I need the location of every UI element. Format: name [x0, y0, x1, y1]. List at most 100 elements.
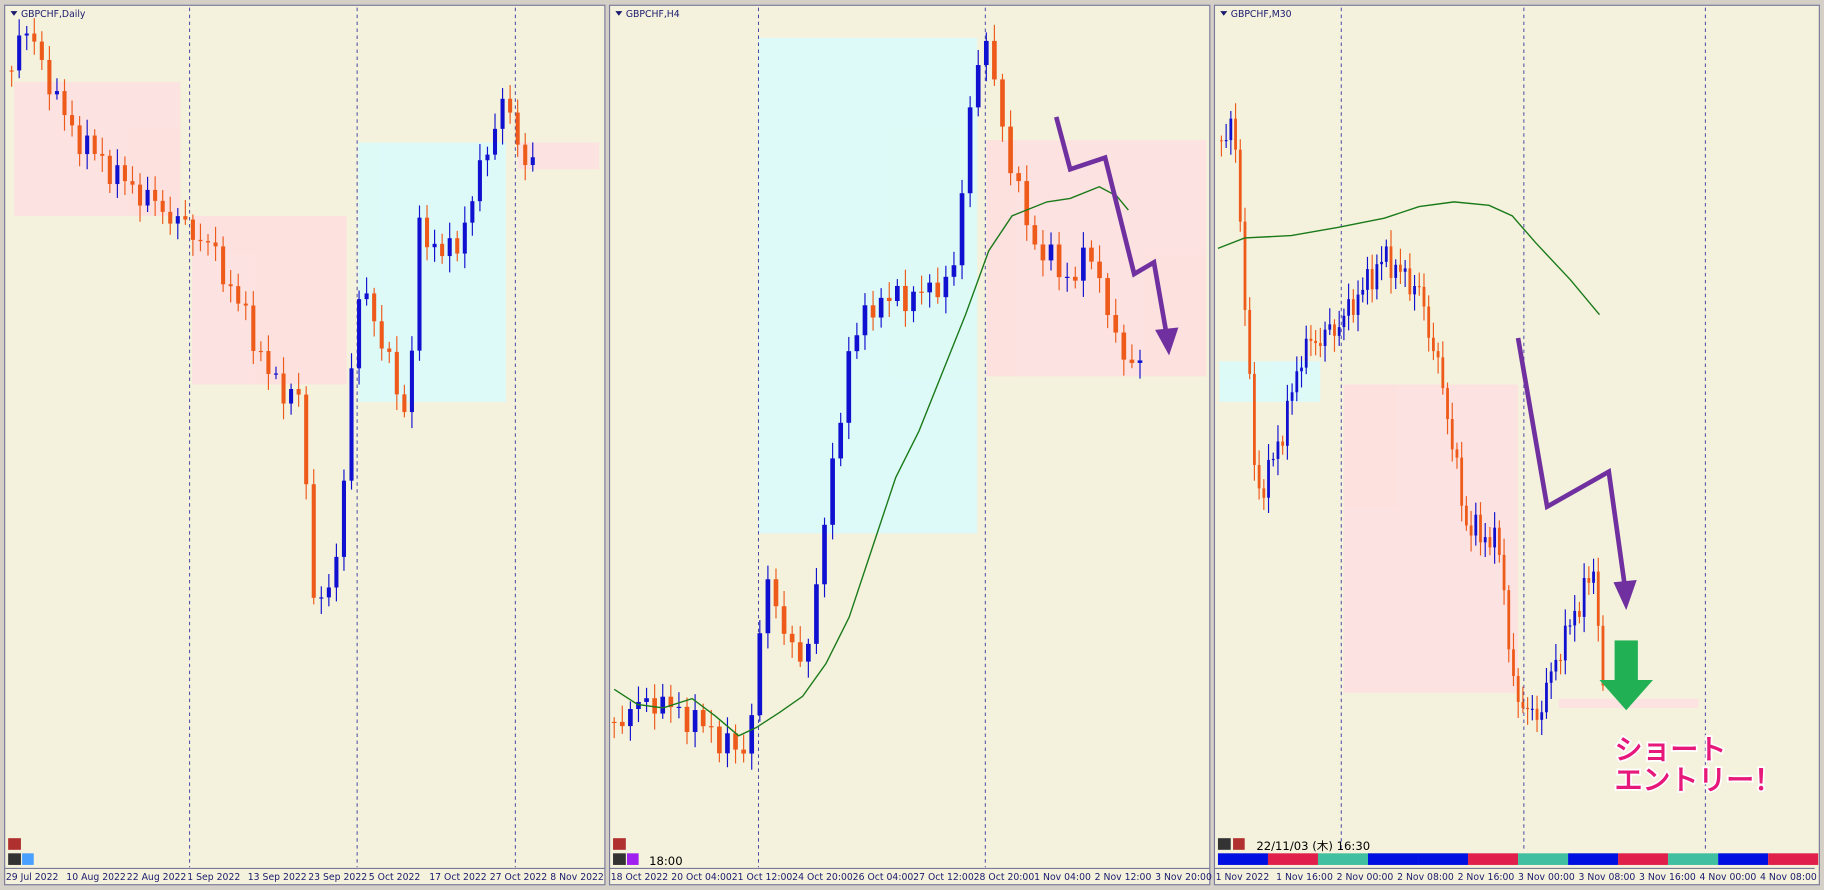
x-axis-label: 13 Sep 2022	[248, 872, 307, 883]
candle-body	[1521, 701, 1525, 708]
candle-body	[387, 348, 392, 352]
arrow	[1515, 337, 1628, 589]
candle-body	[1380, 261, 1383, 265]
candle-body	[684, 706, 690, 733]
candle-body	[153, 189, 158, 201]
candle-body	[1512, 649, 1515, 676]
candle-body	[870, 305, 876, 318]
candle-body	[1568, 625, 1572, 627]
x-axis-label: 29 Jul 2022	[6, 872, 59, 883]
arrow-head	[1613, 579, 1637, 611]
session-segment	[1468, 853, 1519, 865]
candle-body	[515, 112, 520, 145]
title-marker	[10, 11, 18, 16]
x-axis-label: 1 Nov 2022	[1216, 872, 1270, 883]
candle-body	[1450, 419, 1454, 450]
session-segment	[1368, 853, 1419, 865]
icon	[8, 838, 21, 850]
candle-body	[1384, 246, 1388, 262]
candle-body	[765, 579, 771, 634]
x-axis-label: 17 Oct 2022	[429, 872, 486, 883]
session-segment	[1217, 853, 1268, 865]
candle-body	[296, 389, 301, 395]
candle-body	[455, 238, 460, 254]
candle-body	[485, 154, 490, 161]
candle-body	[205, 241, 211, 243]
candle-body	[1540, 712, 1544, 720]
x-axis-label: 21 Oct 12:00	[732, 872, 793, 883]
candle-body	[668, 696, 674, 708]
x-axis-label: 5 Oct 2022	[369, 872, 421, 883]
session-segment	[1618, 853, 1669, 865]
candle-body	[175, 216, 180, 224]
candle-body	[1347, 299, 1351, 316]
candle-body	[1559, 659, 1562, 662]
title-marker	[1220, 11, 1228, 16]
candle-body	[1220, 140, 1223, 142]
candle-body	[733, 733, 738, 750]
session-bar	[1217, 853, 1819, 865]
trend-arrows	[1053, 116, 1637, 611]
session-segment	[1668, 853, 1719, 865]
x-axis-label: 3 Nov 08:00	[1579, 872, 1636, 883]
candle-body	[1081, 247, 1086, 281]
candle-body	[115, 165, 120, 185]
candle-body	[886, 297, 892, 302]
annotation-line: ショート	[1615, 733, 1727, 766]
candle-body	[1370, 269, 1374, 290]
chart-icons	[8, 838, 1245, 865]
candle-body	[919, 291, 924, 293]
candle-body	[636, 701, 641, 709]
candle-body	[1592, 571, 1595, 583]
candle-body	[1097, 261, 1102, 279]
candle-body	[1229, 118, 1233, 141]
x-axis-label: 3 Nov 20:00	[1155, 872, 1212, 883]
candle-body	[1497, 527, 1501, 555]
x-axis-label: 4 Nov 08:00	[1760, 872, 1817, 883]
candle-body	[854, 335, 860, 352]
candle-body	[1248, 309, 1252, 374]
candle-body	[1234, 118, 1237, 150]
candle-body	[1333, 324, 1336, 336]
zones	[13, 37, 1699, 708]
candle-body	[1446, 388, 1449, 420]
candle-body	[1413, 286, 1416, 295]
candle-body	[17, 35, 22, 71]
x-axis-label: 2 Nov 00:00	[1337, 872, 1394, 883]
candle-body	[1290, 392, 1294, 401]
candle-body	[846, 351, 852, 423]
candle-body	[440, 243, 445, 257]
x-axis-label: 27 Oct 2022	[490, 872, 547, 883]
candle-body	[92, 135, 97, 154]
candle-body	[1441, 357, 1445, 389]
candle-body	[1516, 675, 1520, 702]
candle-body	[372, 293, 377, 322]
candle-body	[1072, 276, 1078, 281]
candle-body	[903, 285, 908, 312]
candle-body	[1436, 351, 1440, 358]
candle-body	[9, 70, 14, 72]
x-axis-label: 20 Oct 04:00	[671, 872, 732, 883]
candle-body	[1024, 181, 1030, 226]
candle-body	[1366, 269, 1369, 290]
candle-body	[1253, 373, 1256, 466]
title-marker	[615, 11, 623, 16]
candle-body	[1417, 286, 1421, 288]
candle-body	[1314, 340, 1318, 344]
candle-body	[894, 285, 900, 302]
candle-body	[1113, 315, 1119, 333]
candle-body	[1064, 276, 1070, 278]
candle-body	[935, 282, 941, 298]
candle-body	[273, 373, 279, 375]
candle-body	[652, 698, 657, 714]
x-axis-label: 2 Nov 12:00	[1095, 872, 1152, 883]
icon	[22, 853, 34, 865]
x-axis-label: 18 Oct 2022	[611, 872, 668, 883]
session-segment	[1568, 853, 1619, 865]
candle-body	[1000, 79, 1005, 127]
zone	[1343, 384, 1519, 693]
candle-body	[975, 65, 981, 108]
zone	[358, 142, 507, 402]
candle-body	[1295, 371, 1299, 393]
